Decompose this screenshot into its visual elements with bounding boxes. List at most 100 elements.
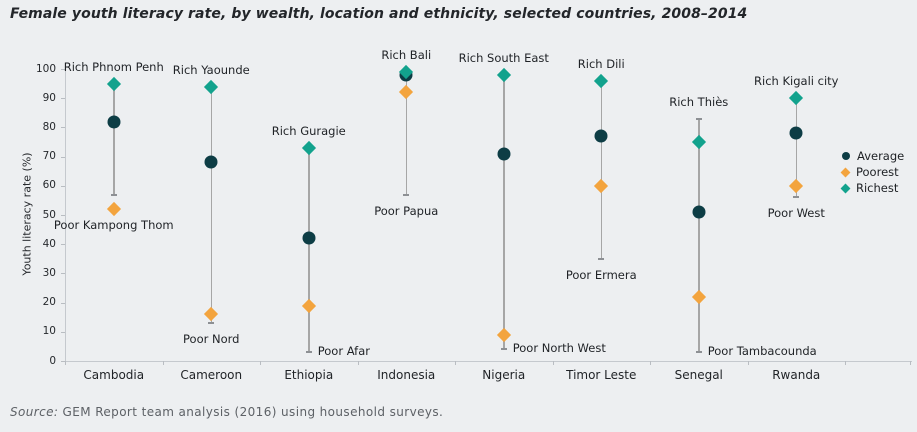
x-tick xyxy=(845,361,846,365)
marker-poorest-rwanda xyxy=(789,178,804,193)
x-tick xyxy=(747,361,749,365)
marker-average-cameroon xyxy=(204,155,218,169)
marker-poorest-nigeria xyxy=(496,327,511,342)
rich-region-label-senegal: Rich Thiès xyxy=(669,94,729,109)
y-tick-label: 100 xyxy=(35,62,56,75)
range-line-cameroon xyxy=(210,86,212,324)
marker-richest-nigeria xyxy=(496,67,511,82)
x-axis-label-rwanda: Rwanda xyxy=(772,368,821,382)
marker-richest-cambodia xyxy=(106,76,121,91)
marker-richest-senegal xyxy=(691,134,706,150)
range-line-cambodia xyxy=(113,83,115,195)
range-cap-bottom-ethiopia xyxy=(305,351,312,354)
poor-region-label-senegal: Poor Tambacounda xyxy=(707,344,817,359)
x-axis-label-indonesia: Indonesia xyxy=(377,368,436,382)
y-tick xyxy=(61,185,65,187)
poor-region-label-cameroon: Poor Nord xyxy=(183,332,240,347)
marker-average-timor-leste xyxy=(594,129,608,143)
rich-region-label-timor-leste: Rich Dili xyxy=(577,56,625,71)
y-tick-label: 10 xyxy=(42,325,56,338)
y-tick xyxy=(61,156,65,158)
y-tick xyxy=(61,127,65,129)
marker-richest-cameroon xyxy=(204,79,219,94)
x-axis-end-tick xyxy=(910,361,911,365)
y-tick-label: 80 xyxy=(42,120,56,133)
poorest-diamond-icon xyxy=(840,167,851,177)
rich-region-label-nigeria: Rich South East xyxy=(458,50,549,65)
y-tick xyxy=(61,302,65,304)
marker-poorest-senegal xyxy=(691,289,706,304)
y-axis-title: Youth literacy rate (%) xyxy=(20,152,34,276)
rich-region-label-rwanda: Rich Kigali city xyxy=(754,74,839,89)
y-tick-label: 70 xyxy=(42,150,56,163)
poor-region-label-rwanda: Poor West xyxy=(767,206,825,221)
marker-richest-ethiopia xyxy=(301,140,316,155)
x-tick xyxy=(455,361,456,365)
marker-poorest-indonesia xyxy=(399,85,414,100)
marker-poorest-cambodia xyxy=(106,202,121,217)
x-axis-label-senegal: Senegal xyxy=(674,368,723,382)
legend-label-richest: Richest xyxy=(856,181,899,195)
poor-region-label-indonesia: Poor Papua xyxy=(374,203,439,218)
y-tick xyxy=(61,215,65,216)
average-circle-icon xyxy=(842,152,850,160)
x-tick xyxy=(650,361,651,365)
y-tick-label: 40 xyxy=(42,237,56,250)
figure-title: Female youth literacy rate, by wealth, l… xyxy=(10,6,748,22)
y-tick-label: 90 xyxy=(42,91,56,104)
range-cap-bottom-cambodia xyxy=(110,193,117,196)
rich-region-label-cambodia: Rich Phnom Penh xyxy=(63,59,164,74)
range-line-nigeria xyxy=(503,74,505,350)
range-cap-top-senegal xyxy=(695,117,702,120)
range-line-senegal xyxy=(698,118,700,353)
richest-diamond-icon xyxy=(840,183,851,193)
source-text: GEM Report team analysis (2016) using ho… xyxy=(58,405,444,419)
legend-label-poorest: Poorest xyxy=(856,165,899,179)
source-label: Source: xyxy=(10,405,59,419)
marker-average-rwanda xyxy=(789,126,803,140)
range-cap-bottom-timor-leste xyxy=(598,257,605,260)
poor-region-label-cambodia: Poor Kampong Thom xyxy=(53,218,174,233)
range-line-rwanda xyxy=(795,98,797,198)
marker-poorest-ethiopia xyxy=(301,298,316,313)
x-tick xyxy=(260,361,261,365)
y-axis-line xyxy=(65,69,66,361)
y-tick xyxy=(61,331,65,333)
y-tick xyxy=(61,361,65,362)
range-line-timor-leste xyxy=(600,80,602,259)
source-note: Source: GEM Report team analysis (2016) … xyxy=(10,405,443,419)
x-axis-label-cameroon: Cameroon xyxy=(180,368,243,382)
legend-item-poorest: Poorest xyxy=(840,165,904,179)
legend-label-average: Average xyxy=(857,149,905,163)
x-tick xyxy=(357,361,359,365)
x-axis-label-cambodia: Cambodia xyxy=(83,368,145,382)
x-tick xyxy=(552,361,554,365)
marker-poorest-cameroon xyxy=(204,307,219,322)
y-tick-label: 60 xyxy=(42,179,56,192)
rich-region-label-indonesia: Rich Bali xyxy=(381,47,432,62)
marker-richest-rwanda xyxy=(789,91,804,106)
x-tick xyxy=(65,361,66,365)
y-tick-label: 50 xyxy=(42,208,56,221)
marker-average-cambodia xyxy=(107,115,121,129)
range-cap-bottom-rwanda xyxy=(793,196,800,199)
poor-region-label-timor-leste: Poor Ermera xyxy=(565,267,637,282)
y-tick-label: 0 xyxy=(49,354,56,367)
range-cap-bottom-indonesia xyxy=(403,193,410,196)
range-cap-bottom-senegal xyxy=(695,351,702,354)
y-tick xyxy=(61,244,65,246)
y-tick-label: 20 xyxy=(42,296,56,309)
range-line-indonesia xyxy=(405,71,407,195)
y-tick xyxy=(61,98,65,100)
y-tick xyxy=(61,69,65,70)
marker-average-senegal xyxy=(692,205,706,219)
legend-item-richest: Richest xyxy=(840,181,904,195)
x-tick xyxy=(162,361,164,365)
marker-average-nigeria xyxy=(497,147,511,161)
marker-average-ethiopia xyxy=(302,231,316,245)
y-tick xyxy=(61,273,65,275)
poor-region-label-nigeria: Poor North West xyxy=(512,341,606,356)
rich-region-label-ethiopia: Rich Guragie xyxy=(271,123,346,138)
marker-richest-timor-leste xyxy=(594,73,609,88)
